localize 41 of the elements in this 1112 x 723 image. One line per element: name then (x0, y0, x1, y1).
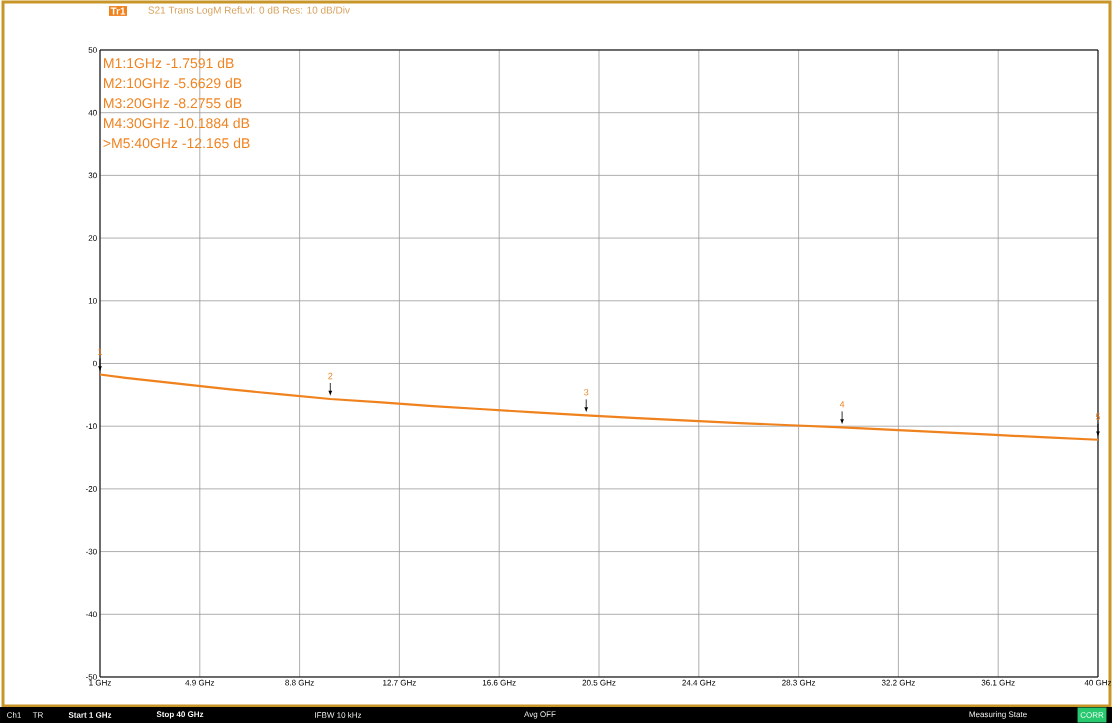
text: Ch1 (7, 712, 21, 718)
text: IFBW 10 kHz (315, 712, 362, 718)
annotation: 5 (1095, 413, 1101, 420)
x-tick-label: 16.6 GHz (482, 679, 516, 686)
y-tick-label: 40 (88, 109, 97, 116)
x-tick-label: 12.7 GHz (383, 679, 416, 686)
x-tick-label: 1 GHz (89, 679, 111, 686)
y-tick-label: -40 (85, 611, 97, 618)
y-tick-label: 20 (88, 235, 97, 241)
annotation: M2:10GHz -5.6629 dB (104, 77, 242, 89)
y-tick-label: 10 (88, 297, 97, 304)
annotation: 3 (584, 389, 589, 396)
annotation: >M5:40GHz -12.165 dB (103, 137, 250, 149)
y-tick-label: 50 (88, 47, 97, 53)
text: Tr1 (110, 7, 126, 15)
x-tick-label: 24.4 GHz (682, 679, 716, 686)
x-tick-label: 4.9 GHz (185, 679, 215, 686)
text: Start 1 GHz (68, 712, 112, 718)
text: TR (32, 712, 43, 718)
y-tick-label: 30 (88, 172, 97, 179)
x-tick-label: 32.2 GHz (881, 679, 915, 686)
text: CORR (1080, 712, 1104, 718)
x-tick-label: 28.3 GHz (782, 679, 816, 686)
y-tick-label: -30 (85, 548, 97, 555)
x-tick-label: 20.5 GHz (582, 679, 616, 686)
annotation: 4 (839, 401, 845, 408)
y-tick-label: -50 (85, 674, 97, 680)
text: Avg OFF (524, 711, 556, 719)
x-tick-label: 36.1 GHz (981, 679, 1015, 686)
chart-title: S21 Trans LogM RefLvl: 0 dB Res: 10 dB/Div (148, 6, 350, 16)
annotation: 2 (328, 372, 333, 380)
annotation: M4:30GHz -10.1884 dB (104, 117, 250, 129)
x-tick-label: 8.8 GHz (285, 679, 314, 686)
y-tick-label: -10 (85, 423, 97, 430)
annotation: 1 (98, 348, 103, 355)
y-tick-label: -20 (85, 486, 97, 492)
y-tick-label: 0 (93, 360, 97, 367)
annotation: M3:20GHz -8.2755 dB (104, 97, 242, 109)
text: Stop 40 GHz (156, 711, 204, 719)
annotation: M1:1GHz -1.7591 dB (104, 57, 234, 69)
text: Measuring State (969, 711, 1027, 719)
